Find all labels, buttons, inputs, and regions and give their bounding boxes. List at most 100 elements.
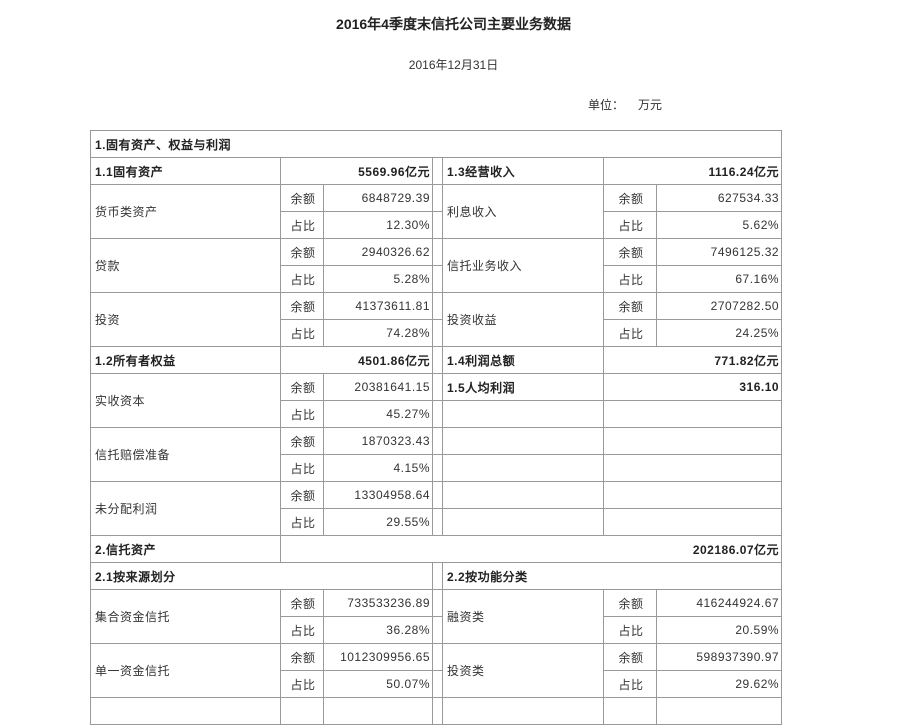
ratio-value: 20.59% <box>655 616 783 644</box>
amount-value: 598937390.97 <box>655 643 783 671</box>
spacer-cell <box>432 697 443 725</box>
ratio-label: 占比 <box>280 508 324 536</box>
spacer-cell <box>432 184 443 212</box>
ratio-value: 5.28% <box>323 265 433 293</box>
ratio-value: 36.28% <box>323 616 433 644</box>
empty-cell <box>442 508 604 536</box>
amount-label: 余额 <box>603 184 657 212</box>
business-data-table: 1.固有资产、权益与利润 1.1固有资产 5569.96亿元 1.3经营收入 1116.… <box>89 130 783 725</box>
group-label: 2.1按来源划分 <box>90 562 433 590</box>
table-row: 投资 余额 41373611.81 投资收益 余额 2707282.50 <box>90 292 783 347</box>
spacer-cell <box>432 643 443 671</box>
table-row: 占比 74.28% 占比 24.25% <box>91 319 783 347</box>
amount-label: 余额 <box>280 238 324 266</box>
amount-label: 余额 <box>280 589 324 617</box>
unit-note: 单位： 万元 <box>588 96 662 113</box>
spacer-cell <box>432 211 443 239</box>
ratio-label: 占比 <box>280 400 324 428</box>
ratio-value: 12.30% <box>323 211 433 239</box>
empty-cell <box>442 400 604 428</box>
item-name: 投资类 <box>442 643 604 698</box>
table-row: 贷款 余额 2940326.62 信托业务收入 余额 7496125.32 <box>90 238 783 293</box>
ratio-value: 74.28% <box>323 319 433 347</box>
amount-value: 733533236.89 <box>323 589 433 617</box>
ratio-value: 50.07% <box>323 670 433 698</box>
amount-value: 1870323.43 <box>323 427 433 455</box>
empty-cell <box>602 454 783 482</box>
item-name: 信托赔偿准备 <box>90 427 281 482</box>
profit-total-label: 1.4利润总额 <box>442 346 604 374</box>
table-row: 2.1按来源划分 2.2按功能分类 <box>90 562 783 590</box>
table-row: 占比 4.15% <box>91 454 783 482</box>
amount-label: 余额 <box>280 373 324 401</box>
ratio-label: 占比 <box>603 211 657 239</box>
amount-value: 1012309956.65 <box>323 643 433 671</box>
amount-label: 余额 <box>280 481 324 509</box>
section-total: 202186.07亿元 <box>279 535 783 563</box>
spacer-cell <box>432 400 443 428</box>
empty-cell <box>602 508 783 536</box>
spacer-cell <box>432 265 443 293</box>
table-row: 占比 36.28% 占比 20.59% <box>91 616 783 644</box>
ratio-label: 占比 <box>280 265 324 293</box>
empty-cell <box>602 427 783 455</box>
amount-label: 余额 <box>603 643 657 671</box>
amount-value: 20381641.15 <box>323 373 433 401</box>
empty-cell <box>90 697 281 725</box>
table-row: 单一资金信托 余额 1012309956.65 投资类 余额 598937390.97 <box>90 643 783 698</box>
empty-cell <box>442 454 604 482</box>
unit-label: 单位： <box>588 98 625 112</box>
table-row: 集合资金信托 余额 733533236.89 融资类 余额 416244924.67 <box>90 589 783 644</box>
amount-value: 2940326.62 <box>323 238 433 266</box>
table-row: 1.1固有资产 5569.96亿元 1.3经营收入 1116.24亿元 <box>90 157 783 185</box>
group-total: 4501.86亿元 <box>280 346 433 374</box>
amount-label: 余额 <box>280 184 324 212</box>
empty-cell <box>442 697 604 725</box>
ratio-label: 占比 <box>603 616 657 644</box>
table-row: 占比 5.28% 占比 67.16% <box>91 265 783 293</box>
amount-label: 余额 <box>603 238 657 266</box>
profit-per-capita-label: 1.5人均利润 <box>442 373 604 401</box>
ratio-value: 5.62% <box>655 211 783 239</box>
amount-label: 余额 <box>280 427 324 455</box>
spacer-cell <box>432 427 443 455</box>
spacer-cell <box>432 238 443 266</box>
item-name: 实收资本 <box>90 373 281 428</box>
group-label: 2.2按功能分类 <box>441 562 783 590</box>
empty-cell <box>602 481 783 509</box>
ratio-value: 45.27% <box>323 400 433 428</box>
table-row: 未分配利润 余额 13304958.64 <box>90 481 783 536</box>
ratio-value: 29.62% <box>655 670 783 698</box>
table-row: 占比 29.55% <box>91 508 783 536</box>
item-name: 投资 <box>90 292 281 347</box>
spacer-cell <box>432 670 443 698</box>
amount-value: 627534.33 <box>655 184 783 212</box>
empty-cell <box>603 697 657 725</box>
item-name: 贷款 <box>90 238 281 293</box>
group-total: 1116.24亿元 <box>602 157 783 185</box>
profit-per-capita-value: 316.10 <box>602 373 783 401</box>
ratio-label: 占比 <box>280 670 324 698</box>
ratio-label: 占比 <box>280 211 324 239</box>
ratio-value: 4.15% <box>323 454 433 482</box>
group-label: 1.1固有资产 <box>90 157 281 185</box>
empty-cell <box>655 697 783 725</box>
item-name: 货币类资产 <box>90 184 281 239</box>
ratio-label: 占比 <box>280 319 324 347</box>
amount-value: 41373611.81 <box>323 292 433 320</box>
table-row: 占比 12.30% 占比 5.62% <box>91 211 783 239</box>
spacer-cell <box>432 508 443 536</box>
spacer-cell <box>432 454 443 482</box>
spacer-cell <box>432 616 443 644</box>
amount-value: 13304958.64 <box>323 481 433 509</box>
ratio-label: 占比 <box>603 670 657 698</box>
item-name: 未分配利润 <box>90 481 281 536</box>
item-name: 单一资金信托 <box>90 643 281 698</box>
table-row: 2.信托资产 202186.07亿元 <box>90 535 783 563</box>
ratio-label: 占比 <box>603 319 657 347</box>
group-total: 5569.96亿元 <box>280 157 433 185</box>
item-name: 利息收入 <box>442 184 604 239</box>
spacer-cell <box>432 157 443 185</box>
table-row: 占比 50.07% 占比 29.62% <box>91 670 783 698</box>
profit-total-value: 771.82亿元 <box>602 346 783 374</box>
